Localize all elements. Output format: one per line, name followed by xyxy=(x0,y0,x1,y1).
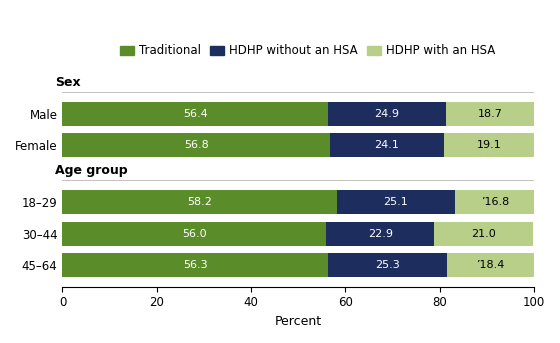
Text: 18.7: 18.7 xyxy=(477,109,502,119)
Text: 56.0: 56.0 xyxy=(182,229,207,239)
Text: 24.9: 24.9 xyxy=(375,109,399,119)
Text: 56.4: 56.4 xyxy=(183,109,208,119)
X-axis label: Percent: Percent xyxy=(274,315,322,328)
Bar xyxy=(435,222,534,246)
Text: 22.9: 22.9 xyxy=(368,229,393,239)
Text: 56.8: 56.8 xyxy=(184,140,209,150)
Text: ’16.8: ’16.8 xyxy=(480,197,509,207)
Text: 24.1: 24.1 xyxy=(375,140,399,150)
Bar xyxy=(328,253,447,277)
Text: 25.3: 25.3 xyxy=(375,260,400,270)
Bar xyxy=(446,102,534,126)
Bar xyxy=(455,190,534,214)
Bar xyxy=(444,133,534,157)
Bar xyxy=(63,190,337,214)
Text: 56.3: 56.3 xyxy=(183,260,208,270)
Legend: Traditional, HDHP without an HSA, HDHP with an HSA: Traditional, HDHP without an HSA, HDHP w… xyxy=(120,44,496,57)
Text: 58.2: 58.2 xyxy=(187,197,212,207)
Bar xyxy=(328,102,446,126)
Bar xyxy=(330,133,444,157)
Text: ’18.4: ’18.4 xyxy=(477,260,505,270)
Bar xyxy=(447,253,534,277)
Bar xyxy=(326,222,435,246)
Bar xyxy=(63,253,328,277)
Text: 19.1: 19.1 xyxy=(477,140,501,150)
Text: 25.1: 25.1 xyxy=(384,197,408,207)
Text: Sex: Sex xyxy=(55,76,81,89)
Text: 21.0: 21.0 xyxy=(472,229,496,239)
Bar xyxy=(63,102,328,126)
Bar xyxy=(63,133,330,157)
Bar xyxy=(63,222,326,246)
Text: Age group: Age group xyxy=(55,164,128,177)
Bar xyxy=(337,190,455,214)
